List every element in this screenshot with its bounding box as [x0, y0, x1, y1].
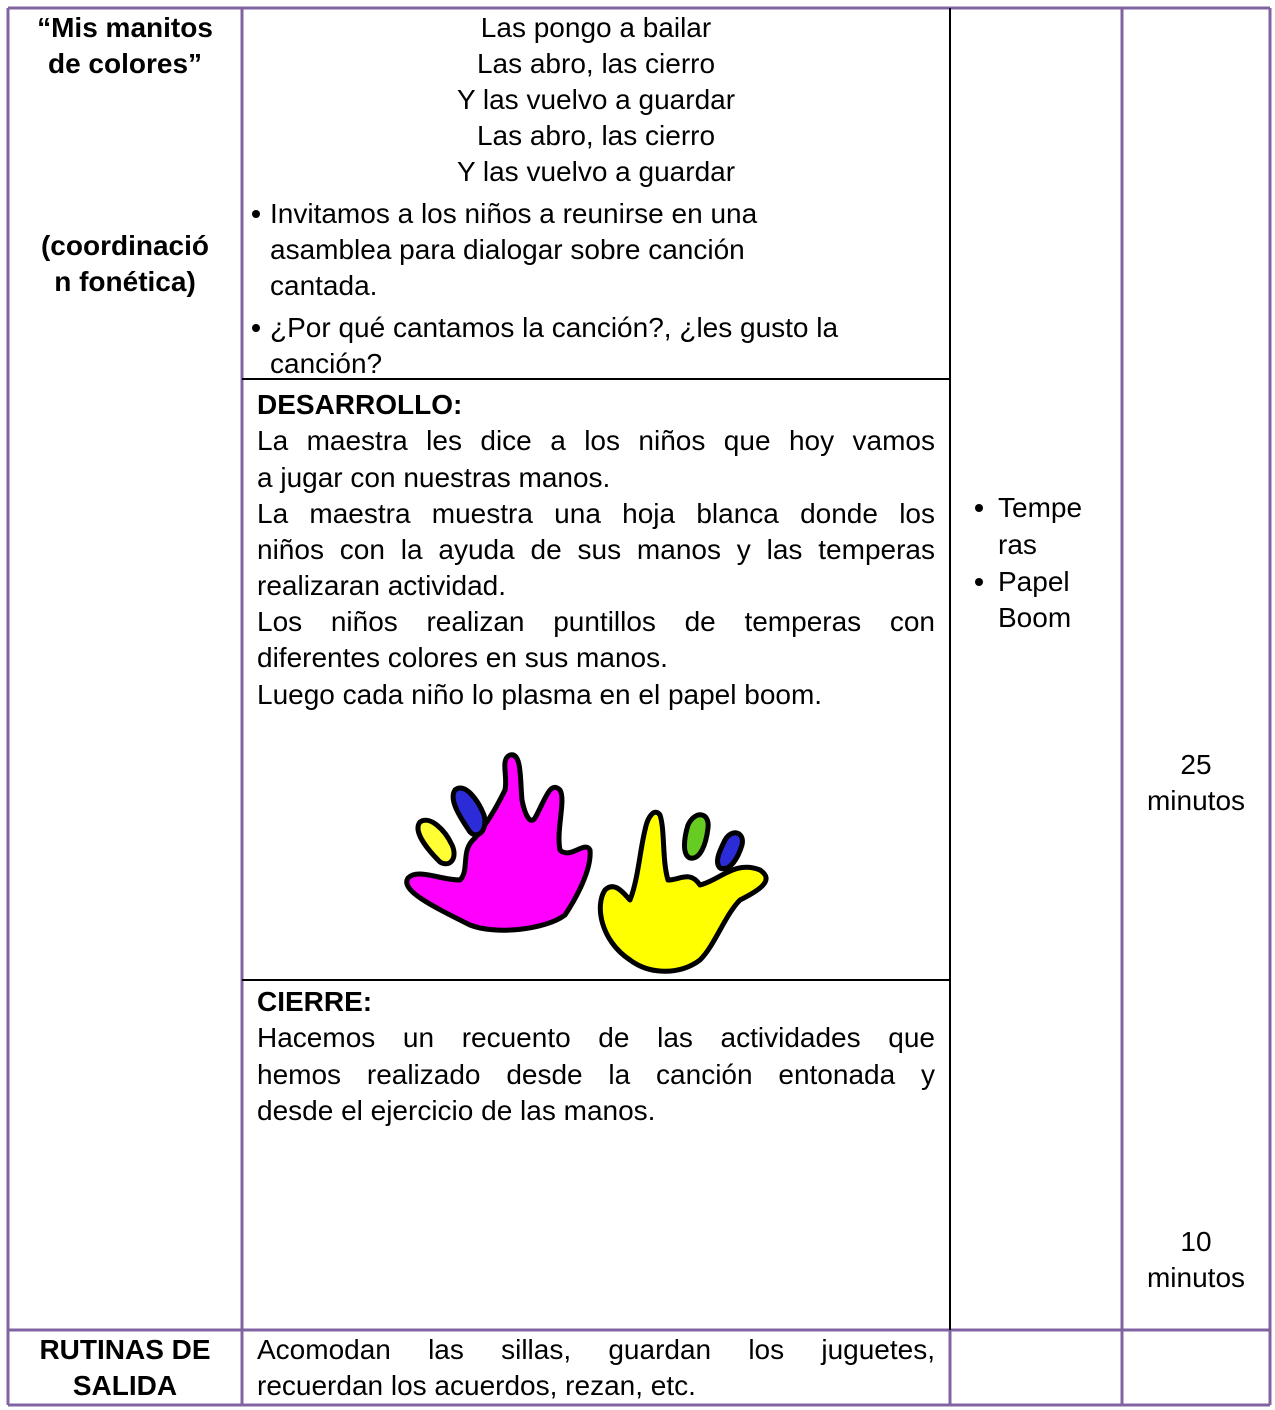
song-line: Las abro, las cierro [476, 48, 716, 79]
bullet-text: asamblea para dialogar sobre canción [270, 234, 745, 265]
development-line: Luego cada niño lo plasma en el papel bo… [257, 679, 823, 710]
development-line: La maestra les dice a los niños que hoy … [257, 425, 935, 456]
development-line: realizaran actividad. [257, 570, 507, 601]
material: Papel [998, 566, 1070, 597]
activity-title: RUTINAS DE [39, 1334, 211, 1365]
bullet-text: canción? [270, 348, 383, 379]
closing-line: desde el ejercicio de las manos. [257, 1095, 656, 1126]
description-line: recuerdan los acuerdos, rezan, etc. [257, 1370, 696, 1401]
activity-subtitle: (coordinació [40, 230, 209, 261]
development-line: diferentes colores en sus manos. [257, 642, 668, 673]
activity-title: SALIDA [72, 1370, 178, 1401]
section-heading: DESARROLLO: [257, 389, 463, 420]
material: Tempe [998, 492, 1083, 523]
development-line: niños con la ayuda de sus manos y las te… [257, 534, 935, 565]
development-line: Los niños realizan puntillos de temperas… [257, 606, 935, 637]
song-line: Y las vuelvo a guardar [456, 84, 736, 115]
song-line: Y las vuelvo a guardar [456, 156, 736, 187]
material: Boom [998, 602, 1072, 633]
time: 25 [1180, 749, 1212, 780]
closing-line: Hacemos un recuento de las actividades q… [257, 1022, 935, 1053]
activity-subtitle: n fonética) [54, 266, 196, 297]
hands-illustration [404, 752, 769, 974]
song-line: Las abro, las cierro [476, 120, 716, 151]
development-line: La maestra muestra una hoja blanca donde… [257, 498, 935, 529]
bullet-text: cantada. [270, 270, 378, 301]
activity-title: de colores” [47, 48, 203, 79]
time: minutos [1146, 1262, 1246, 1293]
section-heading: CIERRE: [257, 986, 373, 1017]
bullet [252, 324, 260, 332]
activity-title: “Mis manitos [37, 12, 213, 43]
closing-line: hemos realizado desde la canción entonad… [257, 1059, 935, 1090]
time: minutos [1146, 785, 1246, 816]
bullet-text: ¿Por qué cantamos la canción?, ¿les gust… [270, 312, 839, 343]
bullet-text: Invitamos a los niños a reunirse en una [270, 198, 758, 229]
bullet [975, 504, 983, 512]
material: ras [998, 529, 1037, 560]
description-line: Acomodan las sillas, guardan los juguete… [257, 1334, 935, 1365]
bullet [975, 578, 983, 586]
development-line: a jugar con nuestras manos. [257, 462, 611, 493]
bullet [252, 210, 260, 218]
song-line: Las pongo a bailar [480, 12, 712, 43]
time: 10 [1180, 1226, 1212, 1257]
